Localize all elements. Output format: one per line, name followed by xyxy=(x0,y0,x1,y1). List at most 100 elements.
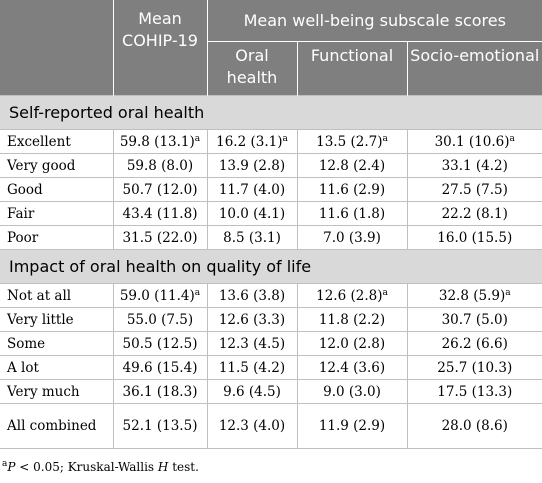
row-label: All combined xyxy=(0,403,114,449)
significance-mark: a xyxy=(505,287,511,298)
value-cell: 50.5 (12.5) xyxy=(113,331,208,356)
footnote-mark: a xyxy=(2,459,8,469)
table-row: All combined 52.1 (13.5) 12.3 (4.0) 11.9 (2… xyxy=(0,403,542,449)
section-title: Impact of oral health on quality of life xyxy=(0,249,542,284)
table-row: A lot 49.6 (15.4) 11.5 (4.2) 12.4 (3.6) 25.7… xyxy=(0,355,542,380)
row-label: Very little xyxy=(0,307,114,332)
table-row: Very good 59.8 (8.0) 13.9 (2.8) 12.8 (2.4) 3… xyxy=(0,153,542,178)
value-cell: 12.4 (3.6) xyxy=(297,355,408,380)
cell-value: 25.7 (10.3) xyxy=(437,359,513,376)
table-body: Self-reported oral health Excellent 59.8 (… xyxy=(0,95,542,449)
value-cell: 12.6 (3.3) xyxy=(207,307,298,332)
cell-value: 7.0 (3.9) xyxy=(323,229,381,246)
cell-value: 13.9 (2.8) xyxy=(218,157,286,174)
cell-value: 43.4 (11.8) xyxy=(122,205,198,222)
value-cell: 12.8 (2.4) xyxy=(297,153,408,178)
cell-value: 52.1 (13.5) xyxy=(122,418,198,434)
row-label: Not at all xyxy=(0,283,114,308)
value-cell: 50.7 (12.0) xyxy=(113,177,208,202)
table-row: Very little 55.0 (7.5) 12.6 (3.3) 11.8 (2.2… xyxy=(0,307,542,332)
table-row: Excellent 59.8 (13.1)a 16.2 (3.1)a 13.5 (2.… xyxy=(0,129,542,154)
footnote-h: H xyxy=(157,460,169,474)
value-cell: 10.0 (4.1) xyxy=(207,201,298,226)
row-label: Some xyxy=(0,331,114,356)
value-cell: 11.8 (2.2) xyxy=(297,307,408,332)
table-row: Not at all 59.0 (11.4)a 13.6 (3.8) 12.6 (2.… xyxy=(0,283,542,308)
value-cell: 59.0 (11.4)a xyxy=(113,283,208,308)
header-socio-emotional: Socio-emotional xyxy=(407,41,542,96)
cell-value: 13.5 (2.7) xyxy=(316,133,383,150)
header-functional: Functional xyxy=(297,41,408,96)
cell-value: 13.6 (3.8) xyxy=(218,287,286,304)
header-mean-cohip: Mean COHIP-19 xyxy=(113,0,208,96)
cell-value: 16.2 (3.1) xyxy=(216,133,283,150)
value-cell: 28.0 (8.6) xyxy=(407,403,542,449)
row-label: Excellent xyxy=(0,129,114,154)
cell-value: 59.8 (8.0) xyxy=(126,157,194,174)
footnote-threshold: < 0.05; Kruskal-Wallis xyxy=(15,460,158,474)
cell-value: 36.1 (18.3) xyxy=(122,383,198,400)
cell-value: 8.5 (3.1) xyxy=(223,229,281,246)
header-row-top: Mean COHIP-19 Mean well-being subscale s… xyxy=(0,0,542,96)
cell-value: 55.0 (7.5) xyxy=(126,311,194,328)
row-label: Very much xyxy=(0,379,114,404)
section-row: Impact of oral health on quality of life xyxy=(0,249,542,284)
footnote-tail: test. xyxy=(168,460,199,474)
cell-value: 59.8 (13.1) xyxy=(119,133,195,150)
significance-mark: a xyxy=(509,133,515,144)
value-cell: 27.5 (7.5) xyxy=(407,177,542,202)
significance-mark: a xyxy=(282,133,288,144)
value-cell: 11.6 (1.8) xyxy=(297,201,408,226)
value-cell: 11.9 (2.9) xyxy=(297,403,408,449)
table-row: Very much 36.1 (18.3) 9.6 (4.5) 9.0 (3.0) 17… xyxy=(0,379,542,404)
cell-value: 11.7 (4.0) xyxy=(218,181,286,198)
cell-value: 11.6 (2.9) xyxy=(318,181,386,198)
value-cell: 12.3 (4.0) xyxy=(207,403,298,449)
cell-value: 49.6 (15.4) xyxy=(122,359,198,376)
cell-value: 16.0 (15.5) xyxy=(437,229,513,246)
table-row: Some 50.5 (12.5) 12.3 (4.5) 12.0 (2.8) 26.2 … xyxy=(0,331,542,356)
value-cell: 59.8 (8.0) xyxy=(113,153,208,178)
value-cell: 13.6 (3.8) xyxy=(207,283,298,308)
footnote-p: P xyxy=(7,460,16,474)
cell-value: 12.3 (4.0) xyxy=(218,418,286,434)
row-label: Poor xyxy=(0,225,114,250)
cell-value: 12.8 (2.4) xyxy=(318,157,386,174)
value-cell: 12.0 (2.8) xyxy=(297,331,408,356)
table-row: Poor 31.5 (22.0) 8.5 (3.1) 7.0 (3.9) 16.0 (1… xyxy=(0,225,542,250)
cell-value: 59.0 (11.4) xyxy=(119,287,195,304)
cell-value: 9.6 (4.5) xyxy=(223,383,281,400)
value-cell: 30.1 (10.6)a xyxy=(407,129,542,154)
cell-value: 9.0 (3.0) xyxy=(323,383,381,400)
cell-value: 32.8 (5.9) xyxy=(438,287,506,304)
cell-value: 30.7 (5.0) xyxy=(441,311,508,328)
header-subscale-group: Mean well-being subscale scores xyxy=(207,0,542,42)
value-cell: 12.6 (2.8)a xyxy=(297,283,408,308)
value-cell: 32.8 (5.9)a xyxy=(407,283,542,308)
section-row: Self-reported oral health xyxy=(0,95,542,130)
value-cell: 13.9 (2.8) xyxy=(207,153,298,178)
value-cell: 30.7 (5.0) xyxy=(407,307,542,332)
value-cell: 59.8 (13.1)a xyxy=(113,129,208,154)
cell-value: 12.6 (3.3) xyxy=(218,311,286,328)
cell-value: 33.1 (4.2) xyxy=(441,157,508,174)
value-cell: 31.5 (22.0) xyxy=(113,225,208,250)
cell-value: 12.4 (3.6) xyxy=(318,359,386,376)
value-cell: 22.2 (8.1) xyxy=(407,201,542,226)
cell-value: 50.7 (12.0) xyxy=(122,181,198,198)
value-cell: 7.0 (3.9) xyxy=(297,225,408,250)
value-cell: 9.6 (4.5) xyxy=(207,379,298,404)
value-cell: 43.4 (11.8) xyxy=(113,201,208,226)
value-cell: 33.1 (4.2) xyxy=(407,153,542,178)
cell-value: 11.6 (1.8) xyxy=(318,205,386,222)
row-label: Very good xyxy=(0,153,114,178)
value-cell: 12.3 (4.5) xyxy=(207,331,298,356)
row-label: Fair xyxy=(0,201,114,226)
significance-mark: a xyxy=(194,287,201,298)
table-row: Good 50.7 (12.0) 11.7 (4.0) 11.6 (2.9) 27.5 … xyxy=(0,177,542,202)
significance-mark: a xyxy=(194,133,201,144)
cell-value: 50.5 (12.5) xyxy=(122,335,198,352)
cell-value: 12.3 (4.5) xyxy=(218,335,286,352)
cell-value: 10.0 (4.1) xyxy=(218,205,286,222)
significance-mark: a xyxy=(382,133,388,144)
